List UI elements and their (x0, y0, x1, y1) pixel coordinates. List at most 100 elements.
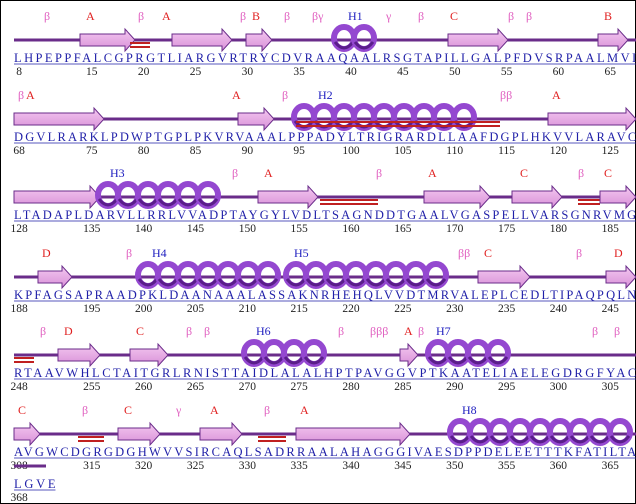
residue-number: 320 (135, 460, 153, 472)
residue-number: 125 (602, 145, 620, 157)
strand-arrow (478, 266, 530, 288)
residue-number: 68 (13, 145, 25, 157)
ss-label: H1 (348, 9, 363, 23)
residue-number: 105 (394, 145, 412, 157)
ss-label: H6 (256, 324, 271, 338)
ss-label: ββ (458, 246, 470, 260)
ss-label: B (604, 9, 612, 23)
ss-label: β (508, 9, 514, 23)
residue-number: 140 (135, 223, 153, 235)
strand-arrow (424, 186, 490, 208)
residue-number: 345 (394, 460, 412, 472)
strand-arrow (296, 423, 410, 445)
ss-label: H4 (152, 246, 167, 260)
ss-label: H5 (294, 246, 309, 260)
residue-number: 280 (342, 381, 360, 393)
residue-number: 15 (86, 66, 98, 78)
ss-label: H2 (318, 88, 333, 102)
ss-label: C (136, 324, 144, 338)
residue-number: 180 (550, 223, 568, 235)
row: DβH4H5ββCβDKPFAGSAPRAADPKLDAANAAALASSAKN… (11, 246, 636, 315)
ss-label: β (232, 166, 238, 180)
residue-number: 340 (342, 460, 360, 472)
residue-number: 285 (394, 381, 412, 393)
residue-number: 195 (83, 303, 101, 315)
residue-number: 335 (291, 460, 309, 472)
strand-arrow (14, 108, 104, 130)
residue-number: 330 (239, 460, 257, 472)
ss-label: A (162, 9, 171, 23)
residue-number: 270 (239, 381, 257, 393)
beta-hairpin (14, 358, 34, 362)
residue-number: 170 (446, 223, 464, 235)
ss-label: β (418, 324, 424, 338)
residue-number: 20 (138, 66, 150, 78)
ss-label: β (614, 324, 620, 338)
ss-label: D (614, 246, 623, 260)
residue-number: 35 (293, 66, 305, 78)
ss-label: H8 (462, 403, 477, 417)
ss-label: β (240, 9, 246, 23)
ss-label: C (450, 9, 458, 23)
ss-label: β (338, 324, 344, 338)
strand-arrow (600, 186, 636, 208)
ss-label: β (526, 9, 532, 23)
residue-number: 30 (242, 66, 254, 78)
ss-label: A (404, 324, 413, 338)
residue-number: 360 (550, 460, 568, 472)
residue-number: 25 (190, 66, 202, 78)
row: βAAβH2ββADGVLRARKLPDWPTGPLPKVRVAAALPPPAD… (13, 88, 636, 157)
ss-label: A (210, 403, 219, 417)
ss-label: A (428, 166, 437, 180)
residue-number: 165 (394, 223, 412, 235)
residue-number: 75 (86, 145, 98, 157)
residue-number: 210 (239, 303, 257, 315)
topology-diagram: βAβAβBββγH1γβCββBLHPEPPFALCGPRGTLIARGVRT… (0, 0, 636, 504)
ss-label: β (376, 166, 382, 180)
strand-arrow (38, 266, 72, 288)
ss-label: β (578, 166, 584, 180)
row: H3βAβACβCLTADAPLDARVLLRRLVVADPTAYGYLVDLT… (11, 166, 636, 235)
residue-number: 150 (239, 223, 257, 235)
ss-label: β (592, 324, 598, 338)
residue-number: 160 (342, 223, 360, 235)
residue-number: 215 (291, 303, 309, 315)
residue-number: 45 (397, 66, 409, 78)
beta-hairpin (130, 43, 150, 47)
residue-number: 240 (550, 303, 568, 315)
ss-label: β (282, 88, 288, 102)
sequence: LGVE (14, 477, 56, 491)
residue-number: 90 (242, 145, 254, 157)
residue-number: 80 (138, 145, 150, 157)
ss-label: β (284, 9, 290, 23)
ss-label: β (44, 9, 50, 23)
ss-label: A (232, 88, 241, 102)
residue-number: 245 (602, 303, 620, 315)
ss-label: β (186, 324, 192, 338)
residue-number: 315 (83, 460, 101, 472)
residue-number: 8 (16, 66, 22, 78)
residue-number: 100 (342, 145, 360, 157)
ss-label: A (300, 403, 309, 417)
sequence: AVGWCDGRGDGHWVVSIRCAQLSADRRAALAHAGGGIVAE… (14, 445, 636, 459)
residue-number: 85 (190, 145, 202, 157)
ss-label: β (264, 403, 270, 417)
sequence: RTAAVWHLCTAITGRLRNISTTAIDLALALHPTPAVGGVP… (14, 366, 636, 380)
residue-number: 300 (550, 381, 568, 393)
beta-hairpin (258, 437, 286, 441)
residue-number: 60 (553, 66, 565, 78)
sequence: LTADAPLDARVLLRRLVVADPTAYGYLVDLTSAGNDDTGA… (14, 208, 636, 222)
residue-number: 200 (135, 303, 153, 315)
residue-number: 355 (498, 460, 516, 472)
residue-number: 230 (446, 303, 464, 315)
ss-label: β (576, 246, 582, 260)
ss-label: A (264, 166, 273, 180)
beta-hairpin (78, 437, 104, 441)
ss-label: H7 (436, 324, 451, 338)
residue-number: 260 (135, 381, 153, 393)
sequence: DGVLRARKLPDWPTGPLPKVRVAAALPPPADYLTRIGRAR… (14, 130, 636, 144)
sequence: LHPEPPFALCGPRGTLIARGVRTRYCDVRAAQAALRSGTA… (14, 51, 636, 65)
ss-label: ββ (500, 88, 512, 102)
strand-arrow (246, 29, 272, 51)
